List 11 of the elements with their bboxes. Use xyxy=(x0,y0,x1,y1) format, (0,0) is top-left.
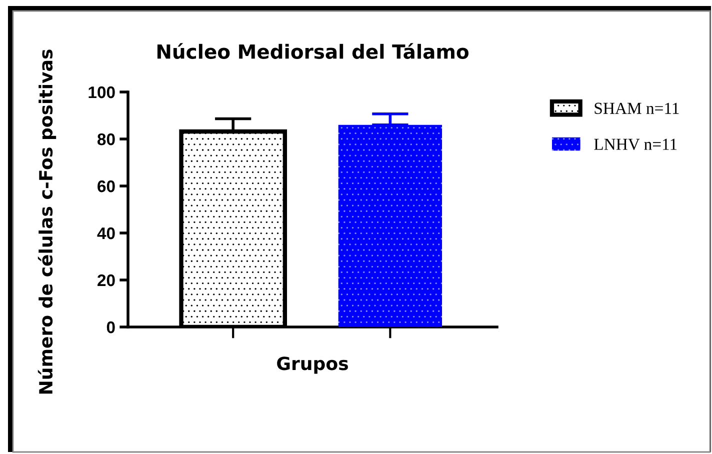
legend-label: LNHV n=11 xyxy=(594,138,677,150)
chart-title: Núcleo Mediorsal del Tálamo xyxy=(157,43,468,59)
y-tick-label: 0 xyxy=(106,321,115,334)
y-tick-label: 100 xyxy=(88,86,115,98)
y-tick-label: 40 xyxy=(97,227,115,240)
y-tick-label: 60 xyxy=(98,180,115,192)
x-axis-title: Grupos xyxy=(277,356,348,374)
legend-label: SHAM n=11 xyxy=(594,102,679,114)
y-tick-label: 80 xyxy=(97,133,115,146)
y-tick-label: 20 xyxy=(98,274,115,286)
y-axis-title: Número de células c-Fos positivas xyxy=(38,50,56,394)
